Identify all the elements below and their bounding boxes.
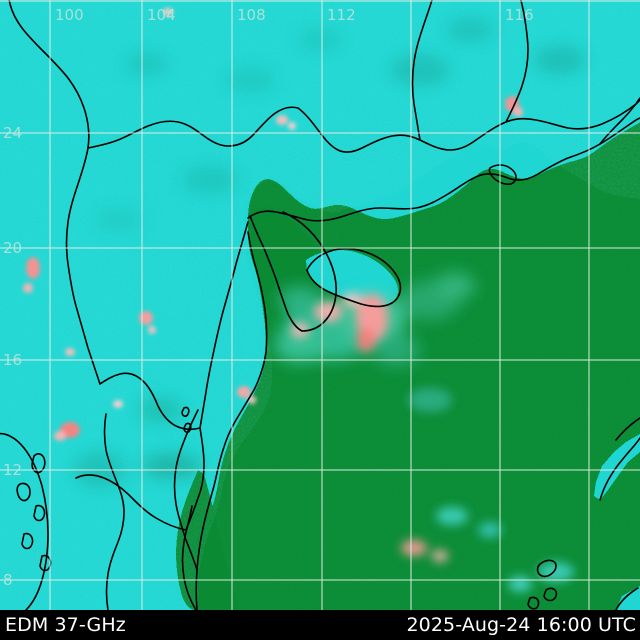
island-spratly-1 — [536, 559, 557, 578]
coastline-malay-peninsula — [103, 413, 125, 610]
island-con-dao — [181, 406, 190, 417]
island-luzon-sliver — [615, 417, 640, 441]
satellite-map-canvas[interactable]: 100 104 108 112 116 24 20 16 12 8 — [0, 0, 640, 610]
island-borneo-tip — [616, 586, 640, 610]
product-timestamp: 2025-Aug-24 16:00 UTC — [406, 614, 636, 636]
coastline-taiwan-strait-edge — [599, 97, 640, 145]
lon-label-116: 116 — [505, 6, 534, 24]
coastline-pearl-river-delta — [488, 164, 517, 185]
island-palawan-outline — [599, 437, 640, 501]
grid-label-layer: 100 104 108 112 116 24 20 16 12 8 — [3, 6, 534, 589]
island-group-andaman-3 — [33, 504, 46, 522]
gridline-layer — [0, 0, 640, 610]
border-cambodia-thailand — [75, 474, 187, 531]
lat-label-12: 12 — [3, 461, 22, 479]
island-spratly-2 — [543, 587, 558, 602]
border-myanmar-china — [87, 106, 299, 149]
lat-label-20: 20 — [3, 239, 22, 257]
coastline-vietnam-east — [195, 231, 268, 610]
lat-label-16: 16 — [3, 351, 22, 369]
border-china-laos-vietnam — [297, 99, 640, 153]
lon-label-104: 104 — [147, 6, 176, 24]
coastline-hainan — [306, 247, 402, 308]
border-laos-thailand — [99, 372, 201, 431]
lat-label-8: 8 — [3, 571, 13, 589]
map-svg: 100 104 108 112 116 24 20 16 12 8 — [0, 0, 640, 610]
island-group-andaman-2 — [16, 482, 31, 502]
coastline-layer — [0, 0, 640, 610]
lon-label-108: 108 — [237, 6, 266, 24]
lon-label-112: 112 — [327, 6, 356, 24]
coastline-gulf-of-thailand-west — [181, 505, 197, 610]
lat-label-24: 24 — [3, 124, 22, 142]
precipitation-layer — [23, 8, 586, 592]
border-china-provincial-1 — [411, 0, 433, 141]
product-channel-label: EDM 37-GHz — [5, 614, 126, 636]
border-thailand-myanmar — [8, 0, 101, 385]
status-bar: EDM 37-GHz 2025-Aug-24 16:00 UTC — [0, 610, 640, 640]
border-vietnam-cambodia — [185, 427, 205, 531]
island-group-andaman-4 — [21, 532, 34, 550]
coastline-south-china — [247, 117, 640, 222]
border-china-provincial-2 — [505, 0, 529, 123]
coastline-gulf-of-thailand-east — [173, 409, 199, 571]
island-borneo-outline — [615, 587, 639, 610]
border-vietnam-laos — [199, 221, 249, 429]
island-phu-quoc — [183, 422, 192, 433]
island-spratly-3 — [527, 596, 540, 610]
coastline-sumatra — [0, 432, 49, 610]
island-hainan — [306, 250, 399, 306]
lon-label-100: 100 — [55, 6, 84, 24]
coastline-tonkin-west — [249, 215, 303, 332]
